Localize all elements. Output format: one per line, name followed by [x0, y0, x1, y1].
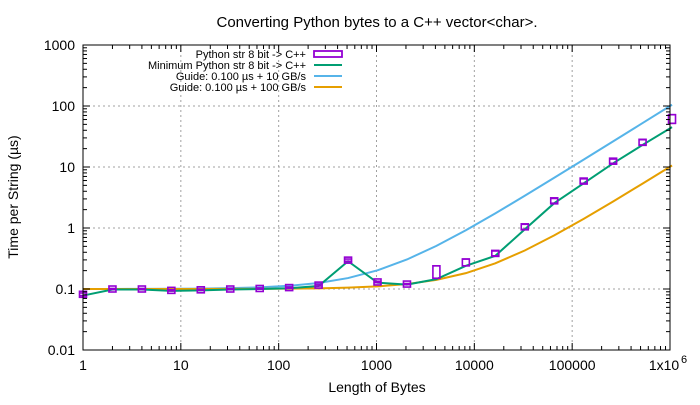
x-tick-label: 10000 — [455, 357, 494, 373]
error-box-point — [108, 285, 117, 293]
y-tick-label: 1000 — [44, 37, 75, 53]
series-line-3 — [83, 164, 673, 290]
error-box-point — [402, 280, 412, 288]
error-box-point — [579, 177, 588, 185]
legend-label-1: Minimum Python str 8 bit -> C++ — [148, 60, 306, 72]
error-box-point — [432, 265, 441, 280]
error-box-point — [284, 283, 294, 292]
x-axis-title: Length of Bytes — [328, 379, 425, 395]
y-tick-label: 100 — [52, 98, 76, 114]
error-box-point — [255, 284, 265, 293]
x-tick-label-exponent: 6 — [681, 354, 687, 366]
error-box — [608, 157, 618, 165]
error-box-point — [314, 281, 323, 289]
chart-title: Converting Python bytes to a C++ vector<… — [216, 14, 537, 31]
x-tick-label: 1x10 — [649, 357, 680, 373]
error-box — [314, 281, 323, 289]
y-axis-title: Time per String (µs) — [5, 135, 21, 258]
plot-series — [78, 103, 677, 299]
x-tick-label: 1 — [79, 357, 87, 373]
error-box-point — [608, 157, 618, 165]
grid — [83, 45, 670, 350]
error-box-point — [373, 278, 382, 286]
legend-label-3: Guide: 0.100 µs + 100 GB/s — [170, 82, 307, 94]
x-tick-label: 100 — [267, 357, 291, 373]
error-box-point — [225, 285, 235, 293]
series-line-2 — [82, 103, 673, 290]
error-box-point — [491, 249, 500, 258]
error-box-point — [196, 286, 206, 294]
error-box — [432, 265, 441, 280]
error-box-point — [667, 113, 677, 125]
y-tick-label: 0.01 — [48, 342, 75, 358]
error-box-point — [638, 138, 647, 147]
error-box — [343, 256, 353, 264]
x-tick-label: 100000 — [549, 357, 596, 373]
x-tick-label: 10 — [173, 357, 189, 373]
legend-label-0: Python str 8 bit -> C++ — [196, 49, 306, 61]
error-box-point — [343, 256, 353, 264]
axis-ticks: 1 10 100 1000 10000 100000 1x10 6 0.01 0.1 1 10 100 1… — [44, 37, 687, 373]
x-tick-label: 1000 — [361, 357, 392, 373]
error-box-point — [520, 223, 530, 231]
error-box-point — [549, 197, 559, 205]
y-tick-label: 0.1 — [56, 281, 76, 297]
y-tick-label: 10 — [59, 159, 75, 175]
legend-label-2: Guide: 0.100 µs + 10 GB/s — [176, 71, 307, 83]
error-box-point — [137, 285, 147, 293]
error-box-point — [167, 286, 176, 295]
error-box-point — [461, 258, 471, 267]
legend-swatch-0 — [313, 50, 343, 58]
y-tick-label: 1 — [67, 220, 75, 236]
legend: Python str 8 bit -> C++Minimum Python st… — [148, 49, 343, 94]
